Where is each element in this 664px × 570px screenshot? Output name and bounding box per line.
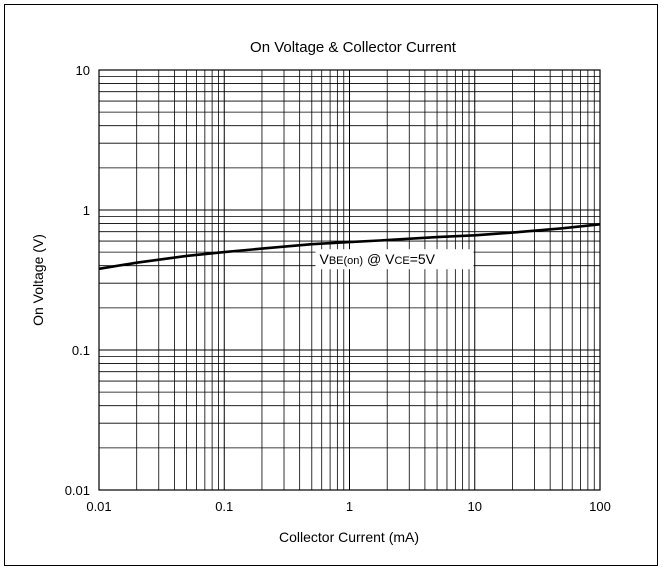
y-tick-label: 0.01 [65,483,90,498]
x-tick-label: 10 [468,499,482,514]
y-tick-label: 1 [83,203,90,218]
series-line [98,223,601,271]
annotation-subscript: BE(on) [329,255,363,267]
y-tick-label: 0.1 [72,343,90,358]
annotation-background [315,249,474,270]
chart-title: On Voltage & Collector Current [250,39,457,56]
annotation-text: @ V [363,251,395,267]
chart-frame: On Voltage & Collector Current 0.01 0.1 1 1… [4,4,658,566]
annotation-layer: VBE(on) @ VCE=5V [315,249,474,270]
annotation-text: =5V [410,251,436,267]
chart-svg: On Voltage & Collector Current 0.01 0.1 1 1… [30,39,611,545]
series-layer [98,223,601,271]
plot-area-border [98,69,601,491]
y-axis-label: On Voltage (V) [30,234,46,326]
annotation-subscript: CE [394,255,409,267]
x-tick-label: 0.1 [215,499,233,514]
series-annotation: VBE(on) @ VCE=5V [320,251,436,267]
x-tick-label: 1 [346,499,353,514]
x-tick-label: 100 [589,499,611,514]
x-axis-label: Collector Current (mA) [279,529,419,545]
tick-labels: 0.01 0.1 1 10 100 0.01 0.1 1 10 [65,63,611,514]
y-tick-label: 10 [76,63,90,78]
x-tick-label: 0.01 [86,499,111,514]
annotation-text: V [320,251,330,267]
grid [98,70,600,491]
